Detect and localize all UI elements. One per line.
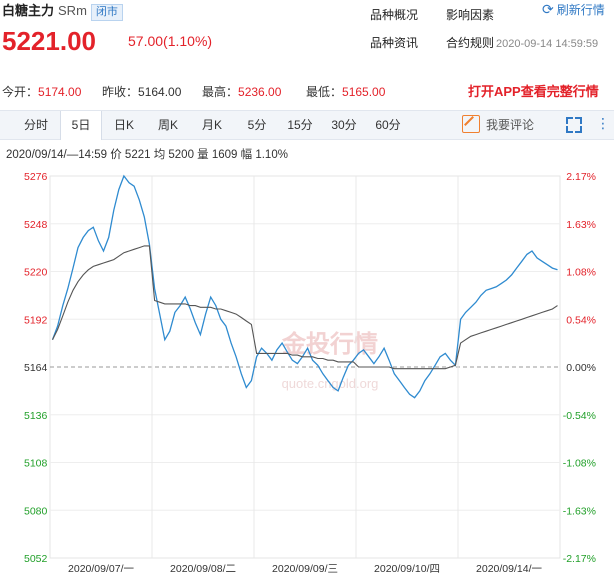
tab-15min[interactable]: 15分	[287, 118, 313, 132]
y-tick-left: 5276	[24, 171, 48, 183]
tab-monthly-k[interactable]: 月K	[201, 118, 222, 132]
x-tick-label: 2020/09/09/三	[272, 563, 338, 575]
y-tick-left: 5136	[24, 410, 48, 422]
tab-60min[interactable]: 60分	[375, 118, 401, 132]
y-tick-right: -0.54%	[563, 410, 596, 422]
x-tick-label: 2020/09/10/四	[374, 563, 440, 575]
y-tick-right: 2.17%	[566, 171, 596, 183]
more-icon[interactable]: ⋮	[596, 115, 610, 131]
y-tick-right: -1.63%	[563, 505, 596, 517]
tab-5min[interactable]: 5分	[247, 118, 267, 132]
y-tick-right: 0.00%	[566, 362, 596, 374]
price-line	[51, 174, 558, 399]
y-tick-left: 5052	[24, 553, 48, 565]
link-rules[interactable]: 合约规则	[446, 36, 495, 50]
link-factors[interactable]: 影响因素	[446, 8, 495, 22]
refresh-icon: ⟳	[542, 1, 554, 17]
crosshair-info: 2020/09/14/—14:59 价 5221 均 5200 量 1609 幅…	[6, 149, 288, 161]
link-news[interactable]: 品种资讯	[370, 36, 419, 50]
y-tick-right: 1.08%	[566, 267, 596, 279]
comment-label: 我要评论	[486, 118, 535, 132]
refresh-button[interactable]: ⟳ 刷新行情	[542, 1, 605, 18]
page-title: 白糖主力 SRm 闭市	[2, 0, 123, 21]
y-tick-left: 5108	[24, 458, 48, 470]
tab-daily-k[interactable]: 日K	[113, 118, 134, 132]
quote-open: 今开：5174.00	[2, 85, 82, 99]
y-tick-left: 5248	[24, 219, 48, 231]
y-tick-right: -1.08%	[563, 458, 596, 470]
x-tick-label: 2020/09/08/二	[170, 563, 236, 575]
link-overview[interactable]: 品种概况	[370, 8, 419, 22]
tab-30min[interactable]: 30分	[331, 118, 357, 132]
y-tick-right: 0.54%	[566, 314, 596, 326]
y-tick-left: 5220	[24, 267, 48, 279]
period-tab-bar: 分时 5日 日K 周K 月K 5分 15分 30分 60分 我要评论 ⋮	[0, 110, 614, 140]
last-price: 5221.00	[2, 26, 96, 56]
average-line	[52, 245, 558, 370]
y-tick-left: 5192	[24, 314, 48, 326]
y-tick-left: 5164	[24, 362, 48, 374]
y-tick-left: 5080	[24, 505, 48, 517]
contract-code: SRm	[58, 3, 87, 18]
watermark-text: 金投行情	[281, 330, 378, 358]
status-badge: 闭市	[90, 4, 123, 21]
x-tick-label: 2020/09/14/一	[476, 563, 542, 575]
edit-icon	[462, 115, 480, 133]
x-tick-label: 2020/09/07/一	[68, 563, 134, 575]
price-change: 57.00(1.10%)	[128, 33, 213, 49]
tab-5day[interactable]: 5日	[60, 111, 102, 140]
quote-high: 最高：5236.00	[202, 85, 282, 99]
tab-intraday[interactable]: 分时	[23, 118, 48, 132]
open-app-link[interactable]: 打开APP查看完整行情	[468, 84, 599, 99]
fullscreen-icon[interactable]	[566, 117, 582, 133]
tab-weekly-k[interactable]: 周K	[157, 118, 178, 132]
refresh-label: 刷新行情	[556, 3, 605, 17]
y-tick-right: -2.17%	[563, 553, 596, 565]
timestamp: 2020-09-14 14:59:59	[496, 38, 599, 50]
y-tick-right: 1.63%	[566, 219, 596, 231]
comment-button[interactable]: 我要评论	[462, 114, 534, 136]
quote-prev-close: 昨收：5164.00	[102, 85, 182, 99]
quote-low: 最低：5165.00	[306, 85, 386, 99]
commodity-name: 白糖主力	[2, 3, 55, 18]
